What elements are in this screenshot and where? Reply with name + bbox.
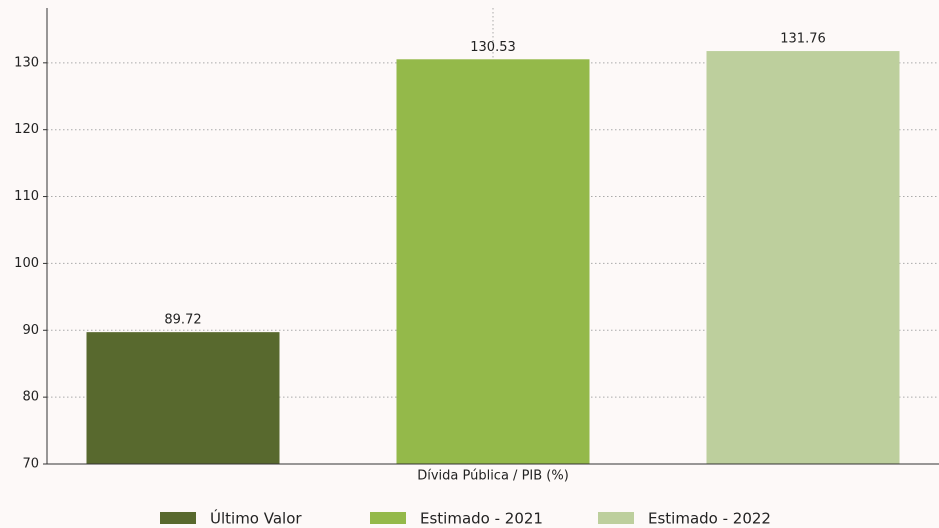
legend-swatch xyxy=(370,512,406,524)
bar xyxy=(396,59,590,464)
data-label: 89.72 xyxy=(164,313,201,328)
data-label: 130.53 xyxy=(470,40,516,55)
y-tick-label: 100 xyxy=(14,256,39,271)
legend-label: Estimado - 2021 xyxy=(420,510,543,528)
x-tick-label: Dívida Pública / PIB (%) xyxy=(417,469,569,484)
bar xyxy=(706,51,900,465)
legend-swatch xyxy=(598,512,634,524)
y-tick-label: 130 xyxy=(14,55,39,70)
data-label: 131.76 xyxy=(780,32,826,47)
y-tick-label: 120 xyxy=(14,122,39,137)
legend-swatch xyxy=(160,512,196,524)
y-tick-label: 70 xyxy=(22,457,39,472)
y-tick-label: 90 xyxy=(22,323,39,338)
y-tick-label: 80 xyxy=(22,390,39,405)
legend-label: Último Valor xyxy=(210,509,302,528)
bar xyxy=(86,332,280,464)
y-tick-label: 110 xyxy=(14,189,39,204)
legend-label: Estimado - 2022 xyxy=(648,510,771,528)
